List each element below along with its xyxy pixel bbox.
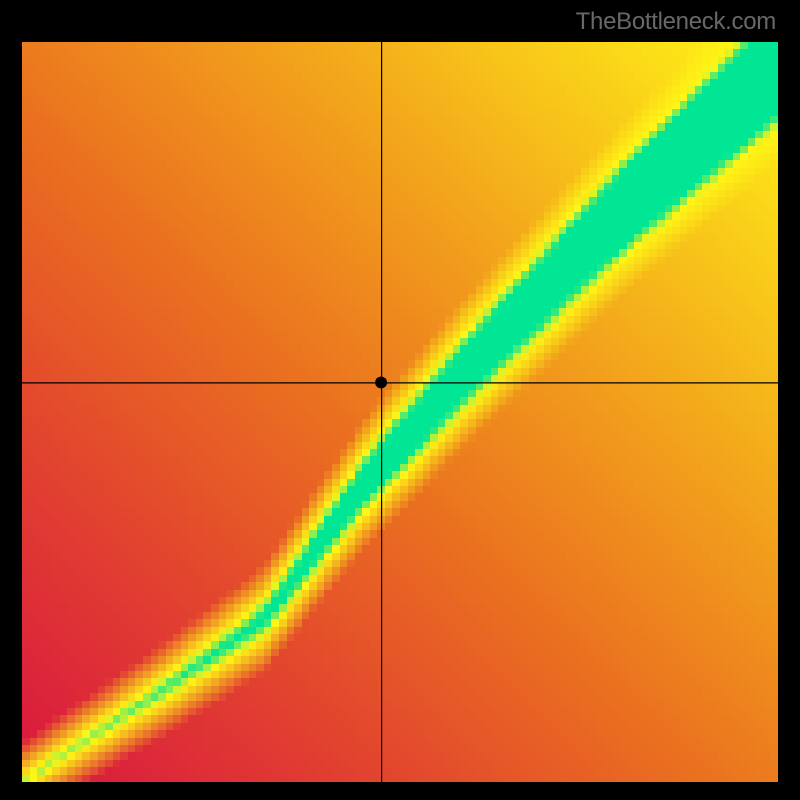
plot-area bbox=[22, 42, 778, 782]
heatmap-canvas bbox=[22, 42, 778, 782]
watermark-text: TheBottleneck.com bbox=[576, 8, 776, 36]
chart-frame: TheBottleneck.com bbox=[0, 0, 800, 800]
